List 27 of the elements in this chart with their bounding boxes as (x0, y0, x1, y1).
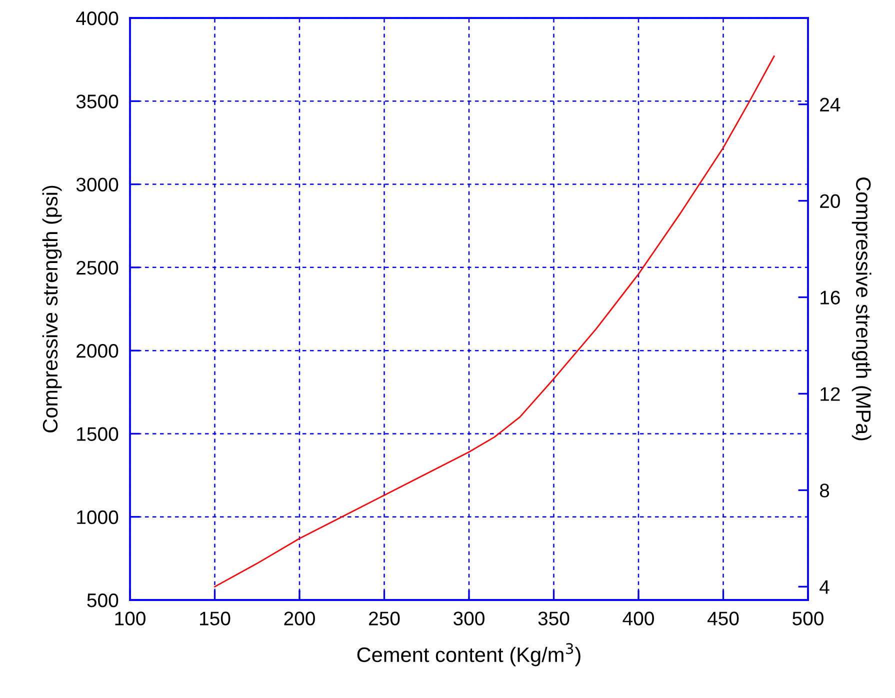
x-tick-label: 200 (284, 612, 315, 626)
y-tick-label: 1500 (77, 427, 118, 441)
x-tick-label: 450 (707, 612, 739, 626)
y2-tick-label: 24 (820, 98, 840, 112)
line-series (214, 56, 775, 588)
y-tick-label: 4000 (76, 11, 118, 26)
y-tick-label: 2000 (76, 344, 118, 358)
y-tick-label: 500 (87, 593, 118, 608)
x-tick-label: 150 (200, 612, 230, 626)
y2-tick-label: 16 (820, 290, 840, 304)
x-tick-label: 100 (115, 612, 146, 626)
y2-tick-label: 12 (820, 387, 840, 401)
y-tick-label: 2500 (76, 260, 118, 275)
y-tick-label: 1000 (77, 510, 118, 524)
x-tick-label: 300 (454, 612, 484, 626)
x-tick-label: 350 (538, 612, 570, 626)
x-tick-label: 250 (369, 612, 400, 626)
x-axis-title: Cement content (Kg/m$^{3}$) (357, 643, 580, 666)
y2-tick-label: 8 (820, 484, 830, 498)
x-tick-label: 500 (792, 612, 824, 626)
y2-axis-title: Compressive strength (MPa) (852, 178, 872, 440)
x-tick-label: 400 (622, 612, 654, 626)
y-axis-title: Compressive strength (psi) (42, 186, 62, 432)
y-tick-label: 3000 (76, 178, 118, 192)
y2-tick-label: 4 (820, 580, 830, 594)
y2-tick-label: 20 (820, 194, 840, 208)
y-tick-label: 3500 (76, 94, 118, 108)
